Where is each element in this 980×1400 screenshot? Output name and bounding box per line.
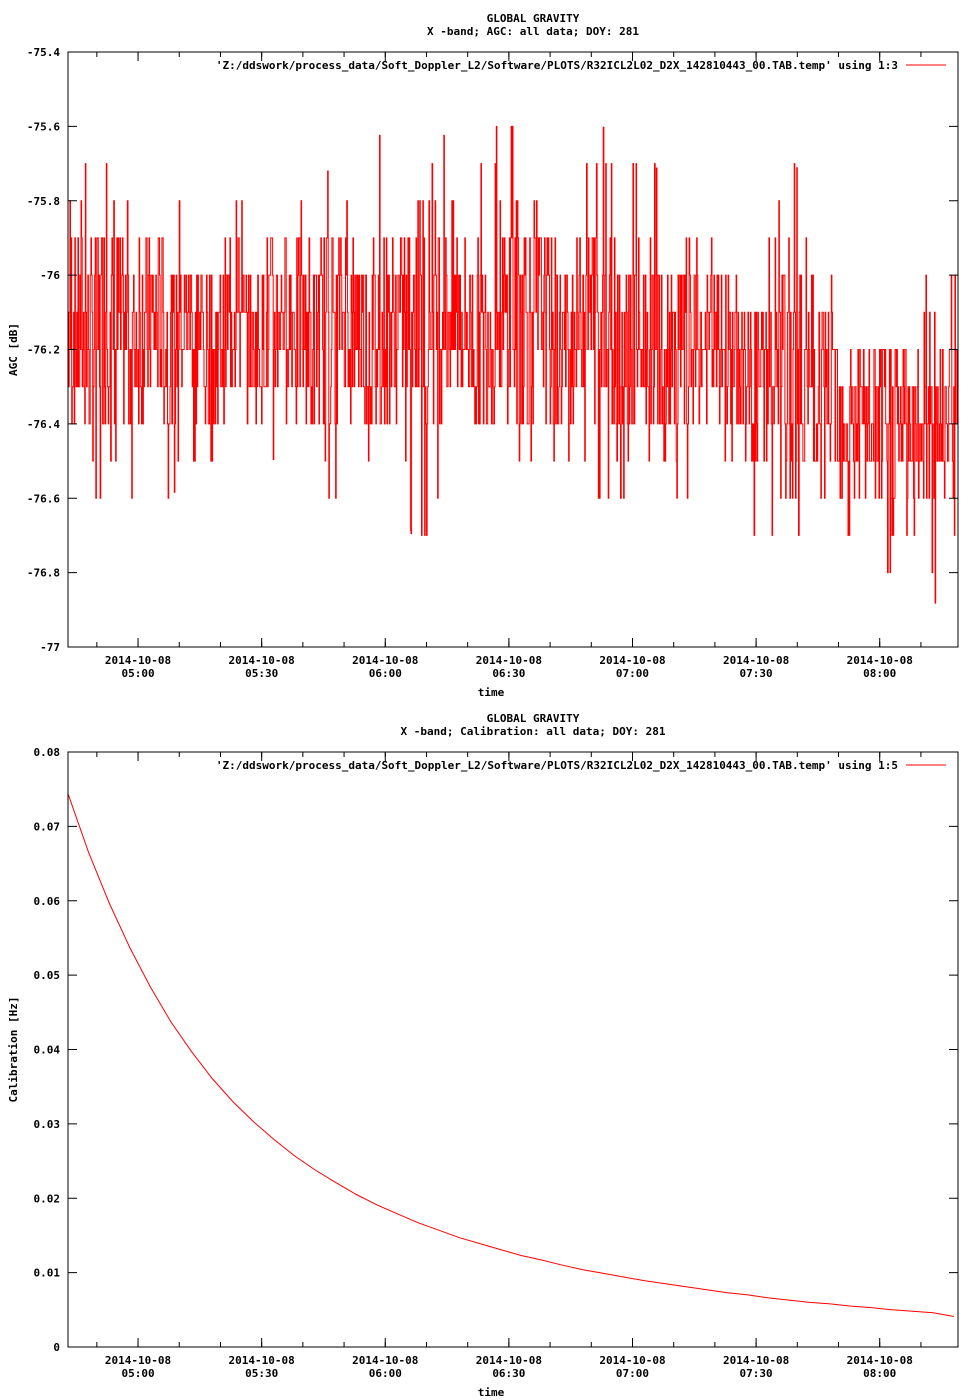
x-tick-date: 2014-10-08 xyxy=(352,654,418,667)
x-tick-time: 06:30 xyxy=(492,1367,525,1380)
y-tick-label: -77 xyxy=(40,641,60,654)
series-line-1 xyxy=(68,125,959,604)
y-tick-label: -75.4 xyxy=(27,46,60,59)
x-tick-time: 07:00 xyxy=(616,667,649,680)
y-tick-label: 0.06 xyxy=(34,895,61,908)
x-tick-time: 07:30 xyxy=(740,1367,773,1380)
y-tick-label: -76.4 xyxy=(27,418,60,431)
chart-title: GLOBAL GRAVITY xyxy=(487,712,580,725)
y-tick-label: -75.6 xyxy=(27,120,60,133)
y-tick-label: 0.05 xyxy=(34,969,61,982)
x-tick-time: 08:00 xyxy=(863,667,896,680)
chart-title: GLOBAL GRAVITY xyxy=(487,12,580,25)
y-axis-label: Calibration [Hz] xyxy=(7,997,20,1103)
x-tick-time: 07:00 xyxy=(616,1367,649,1380)
x-tick-time: 06:00 xyxy=(369,667,402,680)
x-tick-time: 05:00 xyxy=(121,667,154,680)
x-tick-date: 2014-10-08 xyxy=(723,654,789,667)
chart-subtitle: X -band; AGC: all data; DOY: 281 xyxy=(427,25,639,38)
x-tick-date: 2014-10-08 xyxy=(105,654,171,667)
series-line-2 xyxy=(67,793,954,1317)
y-tick-label: -76 xyxy=(40,269,60,282)
x-tick-time: 06:30 xyxy=(492,667,525,680)
y-tick-label: -75.8 xyxy=(27,195,60,208)
x-tick-date: 2014-10-08 xyxy=(229,1354,295,1367)
x-tick-date: 2014-10-08 xyxy=(599,1354,665,1367)
x-tick-date: 2014-10-08 xyxy=(847,654,913,667)
chart-subtitle: X -band; Calibration: all data; DOY: 281 xyxy=(401,725,666,738)
x-tick-date: 2014-10-08 xyxy=(229,654,295,667)
x-tick-time: 05:30 xyxy=(245,1367,278,1380)
x-tick-time: 05:30 xyxy=(245,667,278,680)
x-tick-date: 2014-10-08 xyxy=(476,654,542,667)
x-tick-time: 08:00 xyxy=(863,1367,896,1380)
x-tick-date: 2014-10-08 xyxy=(476,1354,542,1367)
y-tick-label: -76.6 xyxy=(27,492,60,505)
y-tick-label: 0.03 xyxy=(34,1118,61,1131)
plot-frame xyxy=(67,751,959,1348)
x-tick-date: 2014-10-08 xyxy=(352,1354,418,1367)
x-tick-time: 07:30 xyxy=(740,667,773,680)
x-tick-time: 06:00 xyxy=(369,1367,402,1380)
legend-label: 'Z:/ddswork/process_data/Soft_Doppler_L2… xyxy=(216,59,898,72)
x-axis-label: time xyxy=(478,686,505,699)
x-tick-date: 2014-10-08 xyxy=(599,654,665,667)
x-axis-label: time xyxy=(478,1386,505,1399)
y-tick-label: 0.01 xyxy=(34,1267,61,1280)
y-axis-label: AGC [dB] xyxy=(7,323,20,376)
y-tick-label: 0.07 xyxy=(34,820,61,833)
y-tick-label: 0.04 xyxy=(34,1044,61,1057)
x-tick-time: 05:00 xyxy=(121,1367,154,1380)
y-tick-label: 0.02 xyxy=(34,1192,61,1205)
x-tick-date: 2014-10-08 xyxy=(105,1354,171,1367)
y-tick-label: -76.2 xyxy=(27,344,60,357)
y-tick-label: 0.08 xyxy=(34,746,61,759)
x-tick-date: 2014-10-08 xyxy=(847,1354,913,1367)
y-tick-label: -76.8 xyxy=(27,567,60,580)
y-tick-label: 0 xyxy=(53,1341,60,1354)
x-tick-date: 2014-10-08 xyxy=(723,1354,789,1367)
legend-label: 'Z:/ddswork/process_data/Soft_Doppler_L2… xyxy=(216,759,898,772)
